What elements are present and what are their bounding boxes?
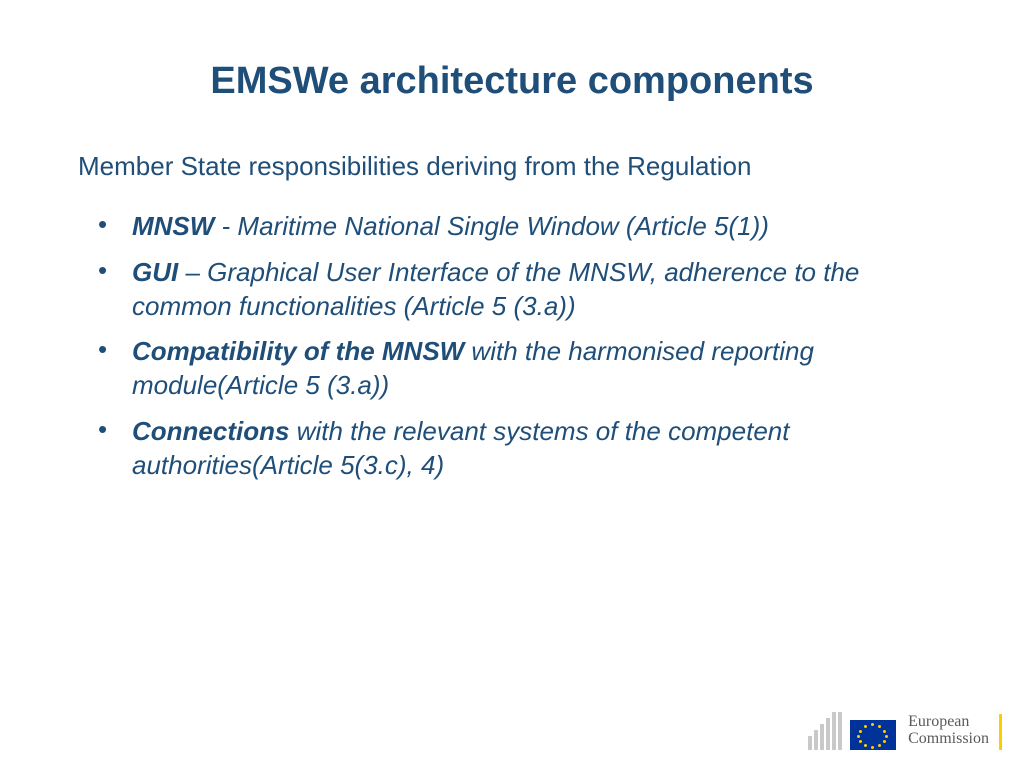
list-item: Connections with the relevant systems of…: [98, 415, 954, 483]
bullet-text: - Maritime National Single Window (Artic…: [214, 211, 769, 241]
bullet-term: Connections: [132, 416, 289, 446]
list-item: MNSW - Maritime National Single Window (…: [98, 210, 954, 244]
bullet-text: – Graphical User Interface of the MNSW, …: [132, 257, 859, 321]
bullet-list: MNSW - Maritime National Single Window (…: [70, 210, 954, 483]
bullet-term: MNSW: [132, 211, 214, 241]
bullet-term: Compatibility of the MNSW: [132, 336, 464, 366]
bullet-term: GUI: [132, 257, 178, 287]
slide-subtitle: Member State responsibilities deriving f…: [70, 151, 954, 182]
slide: EMSWe architecture components Member Sta…: [0, 0, 1024, 768]
ec-logo-line2: Commission: [908, 731, 989, 748]
ec-logo-text: European Commission: [908, 714, 1002, 750]
ec-building-icon: [808, 712, 842, 750]
ec-logo-line1: European: [908, 714, 989, 731]
eu-flag-icon: [850, 720, 896, 750]
list-item: GUI – Graphical User Interface of the MN…: [98, 256, 954, 324]
list-item: Compatibility of the MNSW with the harmo…: [98, 335, 954, 403]
ec-logo: European Commission: [808, 712, 1002, 750]
slide-title: EMSWe architecture components: [70, 60, 954, 103]
ec-logo-mark: [808, 712, 896, 750]
